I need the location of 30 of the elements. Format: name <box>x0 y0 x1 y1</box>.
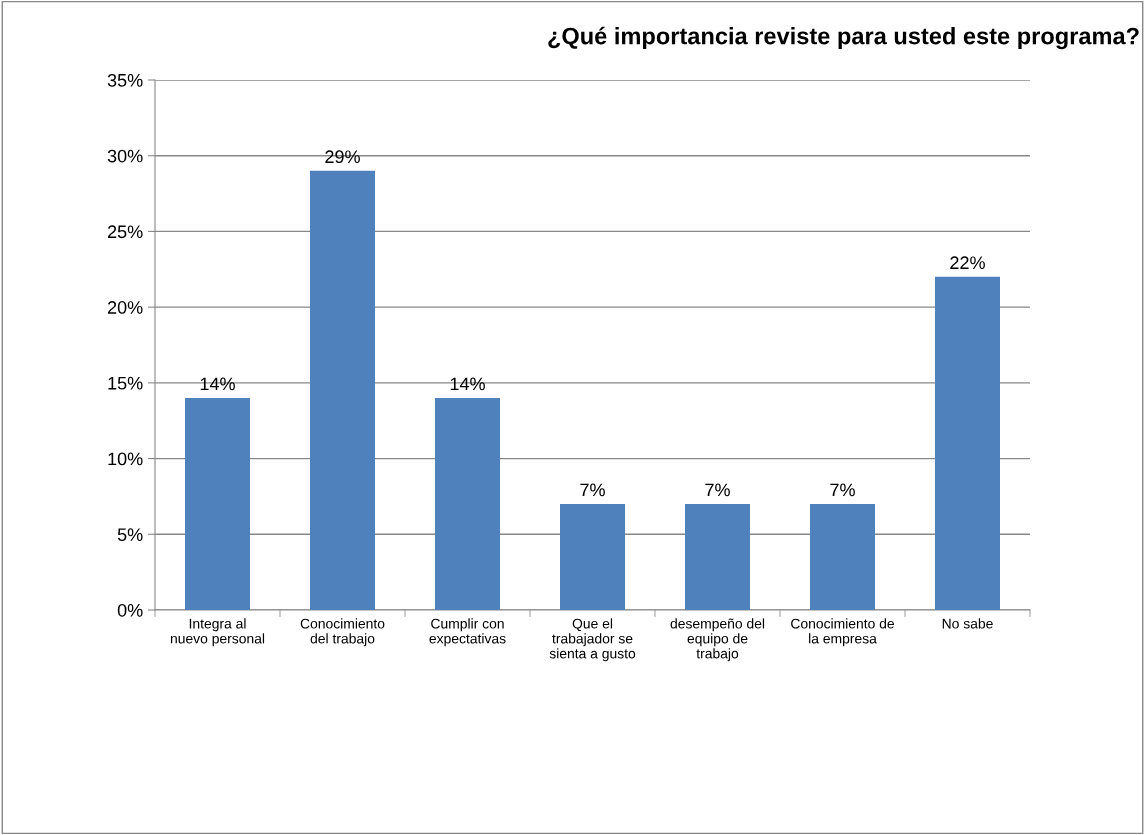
x-tick-label: desempeño del equipo de trabajo <box>670 618 765 662</box>
x-tick-label: Cumplir con expectativas <box>429 618 506 647</box>
bar <box>185 398 250 610</box>
y-tick-label: 5% <box>117 528 143 542</box>
data-label: 29% <box>325 150 360 164</box>
bar <box>685 504 750 610</box>
x-tick-label: No sabe <box>942 618 993 629</box>
data-label: 7% <box>580 483 605 497</box>
data-label: 7% <box>830 483 855 497</box>
y-tick-label: 0% <box>117 603 143 617</box>
y-tick-label: 25% <box>107 225 143 239</box>
data-label: 22% <box>950 256 985 270</box>
bar <box>810 504 875 610</box>
data-label: 14% <box>200 377 235 391</box>
x-tick-label: Conocimiento del trabajo <box>300 618 385 647</box>
x-tick-label: Integra al nuevo personal <box>170 618 265 647</box>
y-tick-label: 35% <box>107 73 143 87</box>
y-tick-label: 30% <box>107 149 143 163</box>
x-tick-label: Que el trabajador se sienta a gusto <box>549 618 636 662</box>
y-tick-label: 10% <box>108 452 143 466</box>
chart-title: ¿Qué importancia reviste para usted este programa? <box>548 26 1139 50</box>
data-label: 7% <box>705 483 730 497</box>
data-label: 14% <box>450 377 485 391</box>
bar <box>560 504 625 610</box>
y-tick-label: 20% <box>107 301 143 314</box>
y-tick-label: 15% <box>108 376 143 390</box>
bar <box>935 276 1000 610</box>
bar <box>310 170 375 610</box>
x-tick-label: Conocimiento de la empresa <box>791 618 894 647</box>
bar <box>435 398 500 610</box>
